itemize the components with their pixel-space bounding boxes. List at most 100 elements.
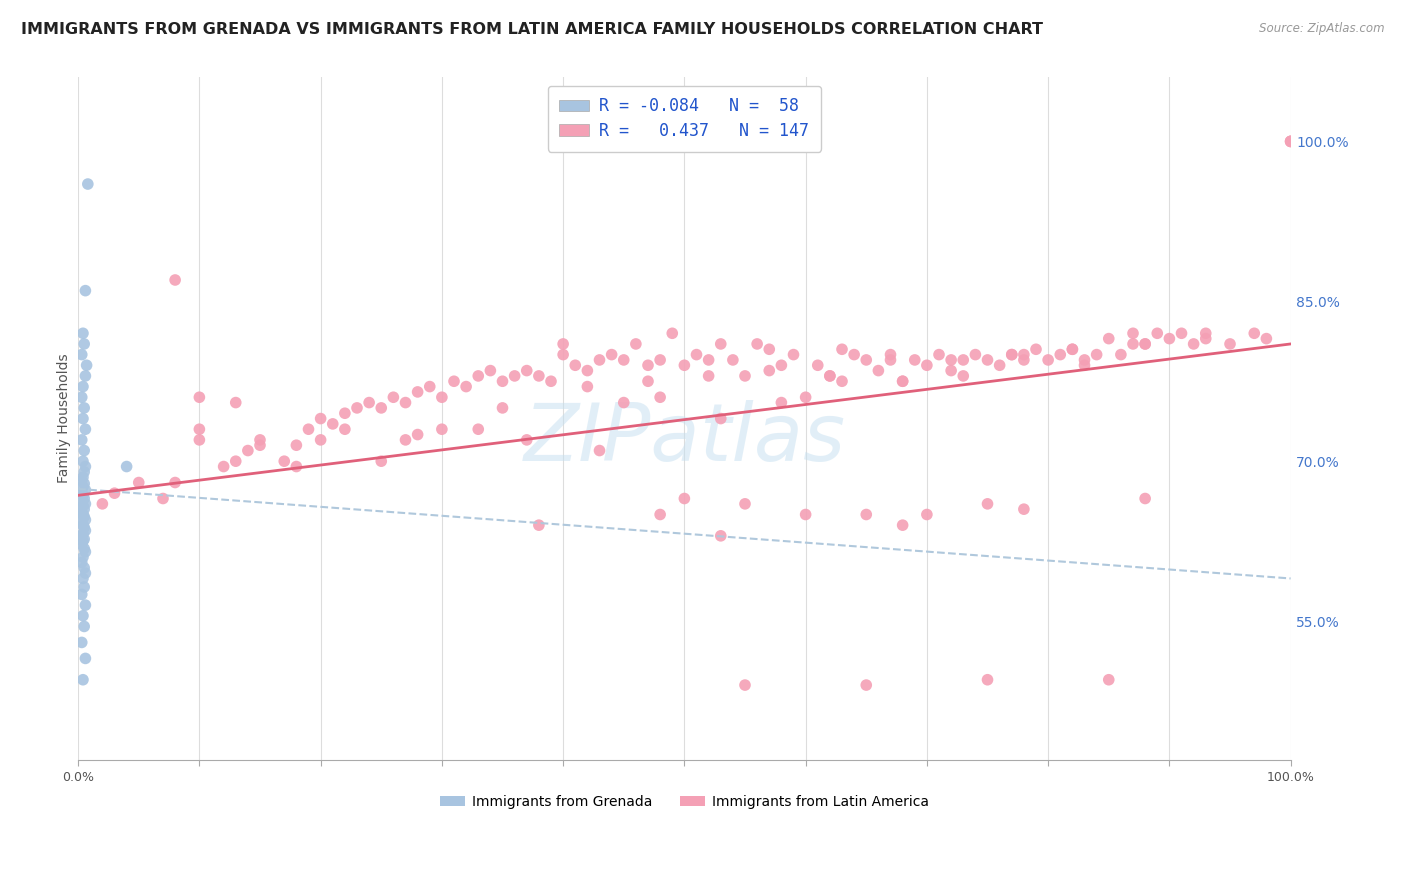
Point: [333, 406, 356, 420]
Point: [285, 438, 308, 452]
Point: [1073, 358, 1095, 372]
Point: [406, 427, 429, 442]
Point: [70, 537, 93, 551]
Point: [588, 353, 610, 368]
Point: [673, 358, 696, 372]
Point: [73, 580, 96, 594]
Point: [770, 395, 793, 409]
Point: [503, 368, 526, 383]
Point: [1098, 332, 1121, 346]
Point: [988, 358, 1011, 372]
Point: [75, 651, 97, 665]
Point: [1133, 337, 1156, 351]
Point: [297, 422, 319, 436]
Point: [73, 619, 96, 633]
Point: [72, 534, 94, 549]
Point: [73, 502, 96, 516]
Text: ZIPatlas: ZIPatlas: [523, 400, 845, 478]
Point: [710, 411, 733, 425]
Point: [758, 363, 780, 377]
Point: [75, 497, 97, 511]
Point: [807, 358, 830, 372]
Point: [236, 443, 259, 458]
Point: [1049, 348, 1071, 362]
Point: [831, 343, 853, 357]
Point: [939, 353, 962, 368]
Point: [346, 401, 368, 415]
Point: [72, 454, 94, 468]
Point: [73, 443, 96, 458]
Point: [734, 497, 756, 511]
Point: [697, 368, 720, 383]
Point: [70, 635, 93, 649]
Point: [1159, 332, 1181, 346]
Point: [72, 411, 94, 425]
Point: [1001, 348, 1024, 362]
Point: [249, 438, 271, 452]
Point: [1146, 326, 1168, 341]
Point: [370, 454, 392, 468]
Point: [188, 422, 211, 436]
Point: [734, 368, 756, 383]
Point: [75, 545, 97, 559]
Point: [868, 363, 890, 377]
Point: [952, 353, 974, 368]
Point: [73, 520, 96, 534]
Point: [359, 395, 381, 409]
Point: [831, 374, 853, 388]
Point: [855, 678, 877, 692]
Point: [73, 337, 96, 351]
Point: [75, 524, 97, 538]
Point: [685, 348, 707, 362]
Point: [467, 422, 489, 436]
Point: [75, 368, 97, 383]
Point: [75, 566, 97, 581]
Point: [70, 529, 93, 543]
Point: [249, 433, 271, 447]
Point: [721, 353, 744, 368]
Point: [855, 508, 877, 522]
Text: IMMIGRANTS FROM GRENADA VS IMMIGRANTS FROM LATIN AMERICA FAMILY HOUSEHOLDS CORRE: IMMIGRANTS FROM GRENADA VS IMMIGRANTS FR…: [21, 22, 1043, 37]
Point: [915, 508, 938, 522]
Point: [976, 353, 998, 368]
Point: [73, 541, 96, 556]
Point: [516, 363, 538, 377]
Point: [794, 508, 817, 522]
Point: [128, 475, 150, 490]
Point: [747, 337, 769, 351]
Point: [1170, 326, 1192, 341]
Point: [103, 486, 125, 500]
Point: [76, 358, 98, 372]
Point: [467, 368, 489, 383]
Point: [1122, 337, 1144, 351]
Point: [952, 368, 974, 383]
Point: [75, 513, 97, 527]
Point: [72, 499, 94, 513]
Point: [165, 273, 187, 287]
Point: [527, 518, 550, 533]
Point: [72, 673, 94, 687]
Point: [72, 488, 94, 502]
Point: [904, 353, 927, 368]
Point: [72, 326, 94, 341]
Point: [394, 433, 416, 447]
Point: [309, 411, 332, 425]
Point: [613, 353, 636, 368]
Point: [72, 572, 94, 586]
Y-axis label: Family Households: Family Households: [58, 354, 72, 483]
Point: [855, 353, 877, 368]
Point: [91, 497, 114, 511]
Point: [637, 374, 659, 388]
Point: [939, 363, 962, 377]
Point: [72, 480, 94, 494]
Point: [273, 454, 295, 468]
Point: [1133, 491, 1156, 506]
Point: [70, 494, 93, 508]
Point: [915, 358, 938, 372]
Point: [165, 475, 187, 490]
Point: [673, 491, 696, 506]
Point: [73, 476, 96, 491]
Point: [540, 374, 562, 388]
Point: [370, 401, 392, 415]
Point: [650, 353, 672, 368]
